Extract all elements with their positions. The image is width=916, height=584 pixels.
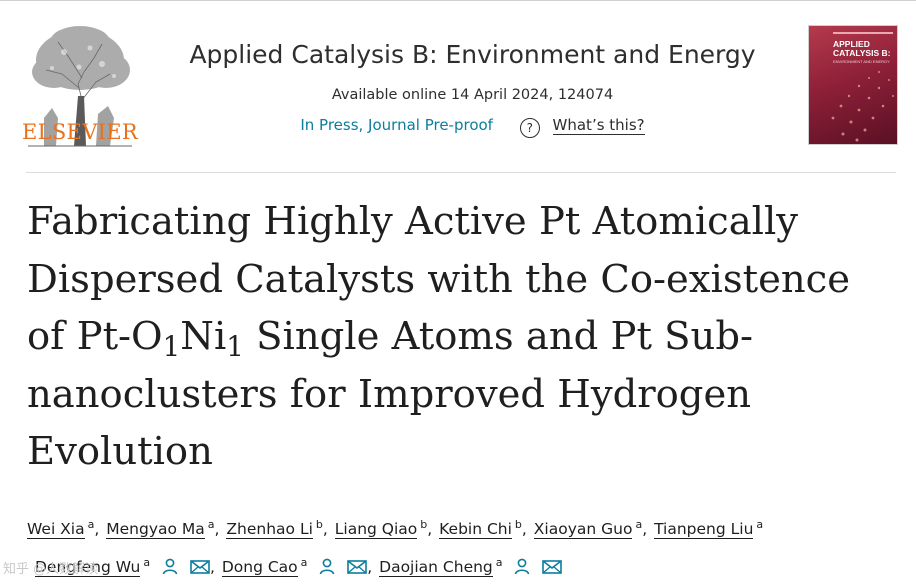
envelope-icon[interactable] (542, 559, 563, 575)
journal-title[interactable]: Applied Catalysis B: Environment and Ene… (189, 40, 756, 69)
title-line: Dispersed Catalysts with the Co-existenc… (27, 256, 850, 302)
availability-info: Available online 14 April 2024, 124074 (331, 87, 614, 103)
article-status-link[interactable]: In Press, Journal Pre-proof (300, 116, 493, 134)
envelope-icon[interactable] (190, 559, 210, 575)
cover-title: APPLIED CATALYSIS B: (833, 39, 891, 58)
question-circle-icon[interactable]: ? (519, 118, 540, 138)
author-link[interactable]: Liang Qiao b (334, 518, 428, 539)
author-link[interactable]: Mengyao Ma a (106, 518, 215, 539)
title-line: nanoclusters for Improved Hydrogen (27, 371, 752, 417)
cover-top-bar (833, 32, 893, 34)
envelope-icon[interactable] (347, 559, 368, 575)
person-icon[interactable] (513, 557, 531, 575)
author-link[interactable]: Dong Cao a (221, 556, 308, 577)
title-line: Fabricating Highly Active Pt Atomically (27, 199, 799, 244)
person-icon[interactable] (318, 557, 336, 575)
author-link[interactable]: Dengfeng Wu a (35, 556, 151, 577)
author-row-2: Dengfeng Wu a , Dong Cao a , Daojian Cheng… (27, 546, 907, 584)
author-link[interactable]: Zhenhao Li b (226, 518, 323, 539)
journal-cover-image[interactable]: APPLIED CATALYSIS B: ENVIRONMENT AND ENE… (808, 25, 898, 145)
author-link[interactable]: Daojian Cheng a (379, 556, 503, 577)
author-link[interactable]: Xiaoyan Guo a (533, 518, 643, 539)
author-link[interactable]: Wei Xia a (27, 518, 95, 539)
article-status-row: In Press, Journal Pre-proof ? What’s thi… (150, 116, 795, 138)
elsevier-wordmark[interactable]: ELSEVIER (22, 120, 138, 144)
top-border (0, 0, 916, 1)
article-title: Fabricating Highly Active Pt Atomically … (27, 193, 907, 481)
whats-this-link[interactable]: What’s this? (552, 116, 645, 135)
elsevier-tree-logo[interactable] (24, 22, 136, 148)
person-icon[interactable] (161, 557, 179, 575)
author-row-1: Wei Xia a, Mengyao Ma a, Zhenhao Li b, Lian… (27, 518, 764, 539)
author-link[interactable]: Tianpeng Liu a (654, 518, 764, 539)
author-list: Wei Xia a, Mengyao Ma a, Zhenhao Li b, Lian… (27, 508, 907, 584)
title-line: of Pt-O1Ni1 Single Atoms and Pt Sub- (27, 314, 753, 363)
author-link[interactable]: Kebin Chi b (439, 518, 522, 539)
title-line: Evolution (27, 429, 213, 474)
cover-subtitle: ENVIRONMENT AND ENERGY (833, 59, 890, 64)
header-divider (26, 172, 896, 173)
cover-dot-pattern (831, 71, 894, 142)
watermark: 知乎 @人数解读 (3, 562, 99, 577)
